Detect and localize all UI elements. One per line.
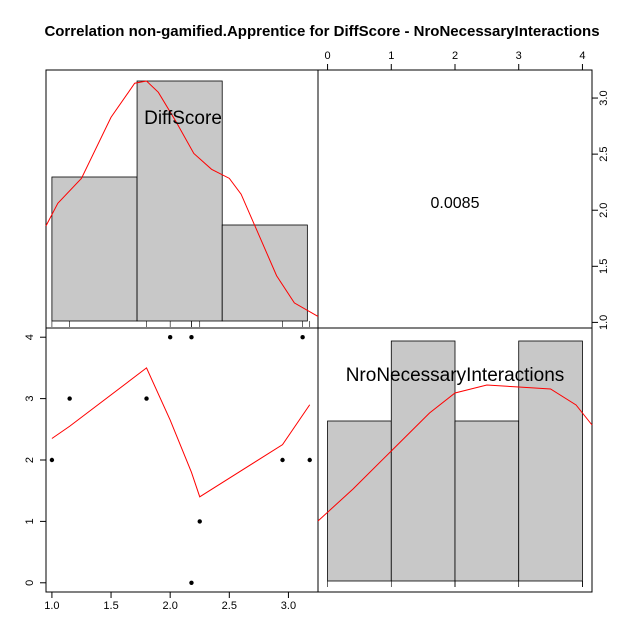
correlation-value: 0.0085	[431, 195, 480, 212]
panel-bottom-right-frame	[317, 327, 593, 593]
x-tick-label-bottom: 2.5	[222, 600, 237, 612]
x-tick-label-top: 0	[324, 50, 330, 62]
smooth-line	[51, 367, 311, 498]
interactions-histogram	[317, 340, 593, 587]
y-tick-label-left: 2	[24, 457, 36, 463]
y-tick-label-right: 2.5	[598, 146, 610, 161]
x-tick-label-top: 1	[388, 50, 394, 62]
histogram-bar	[390, 340, 456, 582]
scatter-point	[49, 457, 55, 463]
interactions-label: NroNecessaryInteractions	[346, 365, 565, 386]
diffscore-histogram	[45, 80, 319, 327]
diffscore-label: DiffScore	[144, 108, 222, 129]
scatter-point	[280, 457, 285, 463]
x-tick-label-bottom: 1.0	[44, 600, 59, 612]
y-tick-label-right: 3.0	[598, 90, 610, 105]
scatter-point	[307, 457, 312, 463]
chart-title: Correlation non-gamified.Apprentice for …	[44, 23, 599, 40]
y-tick-label-left: 0	[24, 580, 36, 586]
histogram-bar	[327, 420, 392, 582]
x-tick-label-bottom: 3.0	[281, 600, 296, 612]
histogram-bar	[454, 420, 520, 582]
histogram-bar	[221, 224, 308, 322]
density-line	[45, 80, 319, 317]
y-tick-label-right: 1.0	[598, 315, 610, 330]
x-tick-label-top: 4	[579, 50, 585, 62]
y-tick-label-right: 2.0	[598, 203, 610, 218]
scatter-point	[189, 335, 194, 340]
scatter-point	[300, 335, 305, 340]
y-tick-label-left: 4	[24, 334, 36, 340]
scatter-point	[189, 580, 194, 585]
axes: 1.0 1.5 2.0 2.5 3.0 1.0 1.5 2.0 2.5 3.0 0 1 2 3 4 0 1 2 3 4	[24, 50, 610, 612]
histogram-bar	[51, 176, 138, 322]
histogram-bar	[518, 340, 583, 582]
x-tick-label-top: 2	[452, 50, 458, 62]
x-tick-label-bottom: 1.5	[103, 600, 118, 612]
scatter-point	[197, 519, 202, 524]
y-tick-label-left: 3	[24, 396, 36, 402]
y-tick-label-right: 1.5	[598, 259, 610, 274]
x-tick-label-bottom: 2.0	[163, 600, 178, 612]
scatter-point	[167, 335, 173, 340]
scatter-point	[67, 396, 72, 401]
density-line	[317, 384, 593, 522]
scatter-panel	[49, 335, 312, 585]
scatter-point	[144, 396, 149, 401]
x-tick-label-top: 3	[516, 50, 522, 62]
histogram-bar	[136, 80, 223, 322]
y-tick-label-left: 1	[24, 518, 36, 524]
